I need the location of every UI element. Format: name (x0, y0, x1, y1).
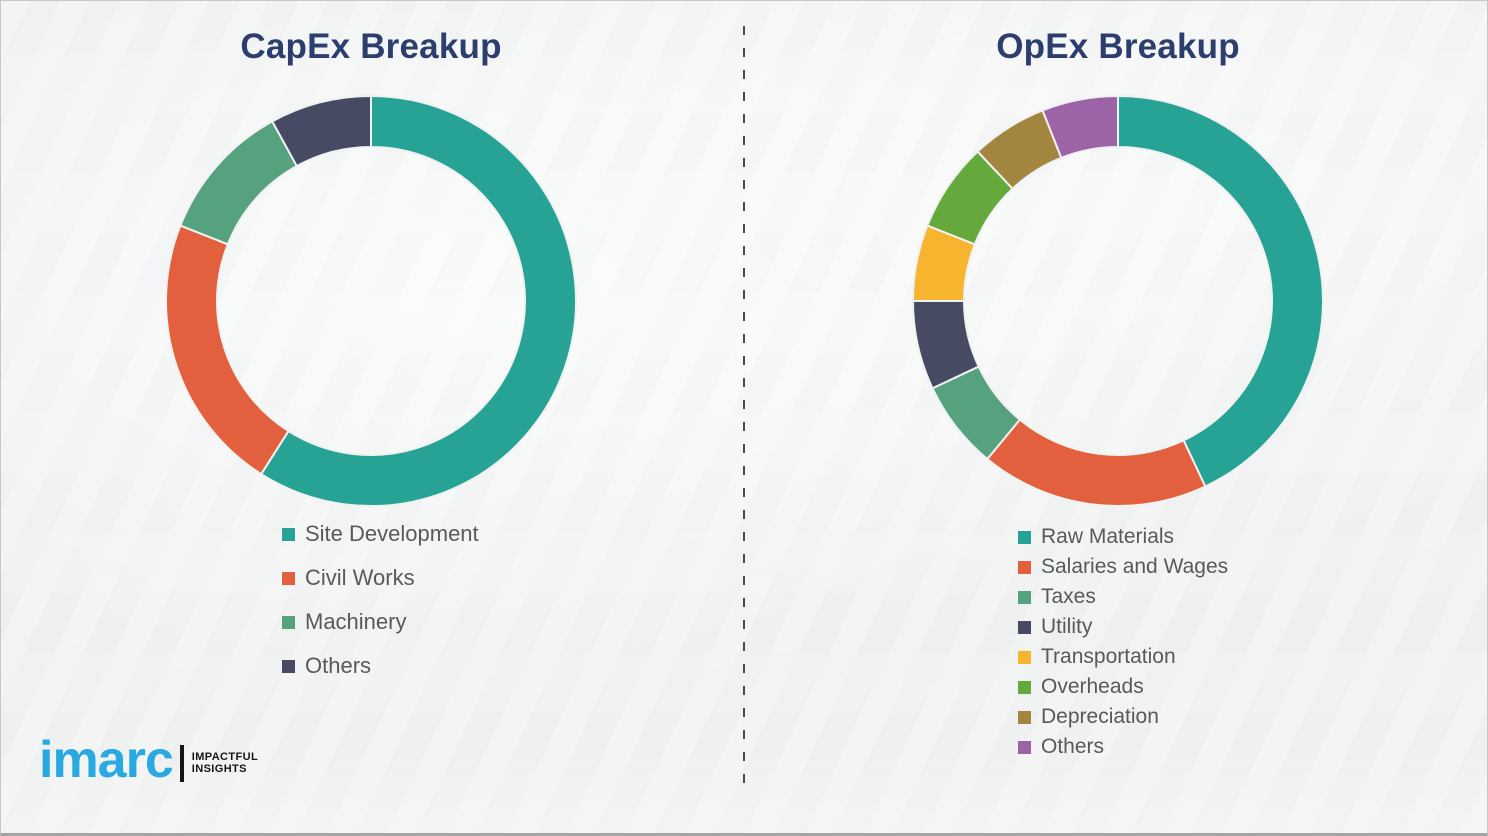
legend-item: Machinery (282, 600, 479, 644)
legend-label: Civil Works (305, 565, 415, 590)
logo-tagline-line1: IMPACTFUL (191, 750, 259, 763)
legend-item: Civil Works (282, 556, 479, 600)
imarc-logo-text: imarc (39, 731, 174, 789)
donut-segment-others (270, 94, 372, 168)
legend-label: Others (305, 653, 372, 678)
legend-label: Utility (1041, 615, 1093, 638)
legend-label: Machinery (305, 609, 407, 634)
legend-label: Salaries and Wages (1041, 555, 1229, 578)
legend-swatch-icon (1018, 620, 1031, 634)
legend-item: Site Development (282, 512, 479, 556)
legend-item: Others (1018, 732, 1228, 762)
legend-item: Transportation (1018, 642, 1228, 672)
donut-segment-raw-materials (1117, 94, 1324, 488)
legend-swatch-icon (282, 571, 295, 585)
capex-donut-chart (165, 94, 577, 507)
legend-swatch-icon (1018, 560, 1031, 574)
legend-item: Taxes (1018, 582, 1228, 612)
logo-divider-bar (179, 744, 184, 782)
opex-title: OpEx Breakup (996, 27, 1240, 66)
donut-segment-salaries-and-wages (985, 418, 1207, 507)
legend-item: Salaries and Wages (1018, 552, 1228, 582)
legend-item: Overheads (1018, 672, 1228, 702)
legend-swatch-icon (1018, 680, 1031, 694)
imarc-logo: imarc IMPACTFUL INSIGHTS (39, 734, 258, 786)
legend-item: Others (282, 644, 479, 688)
legend-label: Transportation (1041, 645, 1176, 668)
capex-legend: Site Development Civil Works Machinery Othe… (282, 512, 479, 688)
legend-swatch-icon (1018, 650, 1031, 664)
capex-title: CapEx Breakup (240, 27, 502, 66)
logo-tagline: IMPACTFUL INSIGHTS (192, 751, 258, 775)
dashed-divider-line (743, 26, 745, 790)
donut-segment-site-development (259, 94, 577, 507)
opex-legend: Raw Materials Salaries and Wages Taxes Util… (1018, 522, 1228, 762)
opex-donut-chart (911, 94, 1324, 507)
donut-segment-civil-works (165, 224, 290, 476)
legend-swatch-icon (1018, 590, 1031, 604)
logo-tagline-line2: INSIGHTS (191, 763, 247, 775)
donut-segment-machinery (179, 120, 299, 246)
legend-swatch-icon (282, 615, 295, 629)
legend-swatch-icon (1018, 530, 1031, 544)
legend-swatch-icon (282, 659, 295, 673)
legend-item: Raw Materials (1018, 522, 1228, 552)
legend-label: Depreciation (1041, 705, 1159, 728)
legend-swatch-icon (1018, 710, 1031, 724)
legend-label: Taxes (1041, 585, 1096, 608)
legend-label: Site Development (305, 521, 479, 546)
legend-label: Others (1041, 735, 1105, 758)
donut-segment-others (1041, 94, 1119, 160)
legend-swatch-icon (282, 527, 295, 541)
legend-label: Overheads (1041, 675, 1144, 698)
legend-label: Raw Materials (1041, 525, 1175, 548)
legend-swatch-icon (1018, 740, 1031, 754)
legend-item: Utility (1018, 612, 1228, 642)
legend-item: Depreciation (1018, 702, 1228, 732)
